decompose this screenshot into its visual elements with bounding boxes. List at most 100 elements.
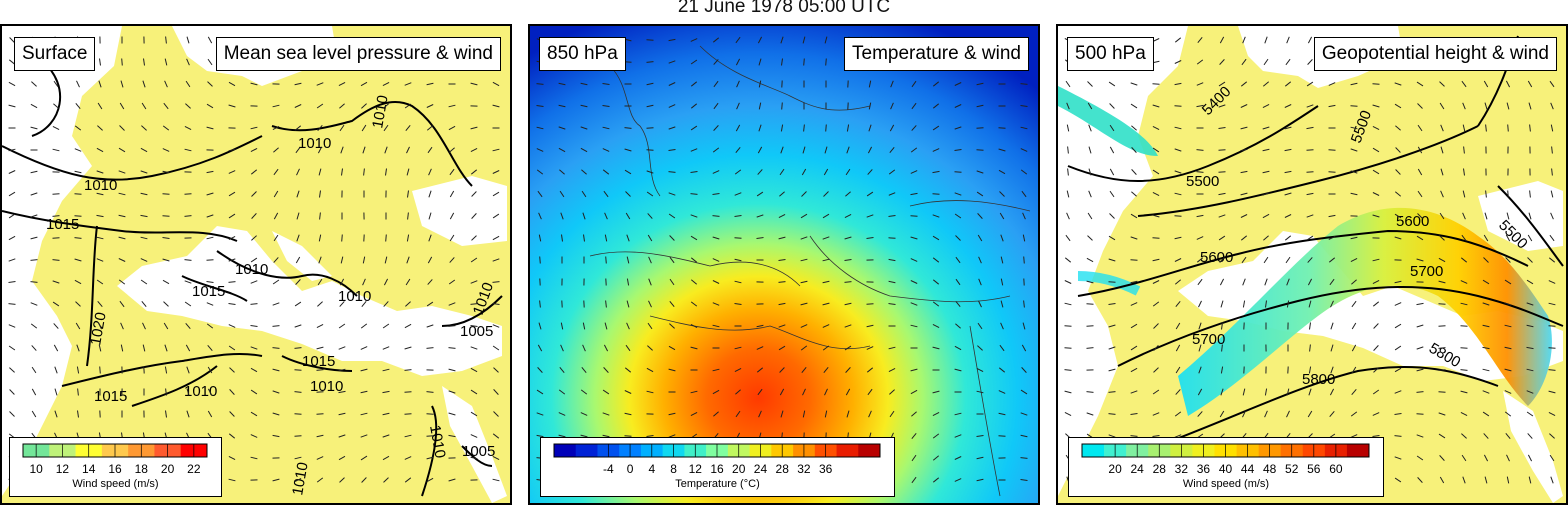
wind-arrow (910, 280, 918, 284)
wind-arrow (888, 303, 896, 305)
wind-arrow (96, 258, 104, 262)
wind-arrow (1438, 347, 1446, 349)
wind-arrow (1550, 190, 1554, 198)
wind-arrow (1020, 479, 1028, 481)
wind-arrow (757, 169, 763, 175)
wind-arrow (8, 104, 16, 108)
wind-arrow (781, 58, 783, 66)
wind-arrow (866, 367, 874, 373)
wind-arrow (1087, 81, 1093, 87)
wind-arrow (1000, 256, 1004, 264)
wind-arrow (1417, 168, 1423, 176)
wind-arrow (141, 102, 147, 110)
wind-arrow (1064, 257, 1072, 263)
wind-arrow (604, 322, 608, 330)
legend-tick-label: 44 (1241, 462, 1255, 476)
isobar-label: 1015 (46, 216, 79, 233)
wind-arrow (1108, 391, 1116, 393)
wind-arrow (756, 346, 764, 350)
wind-arrow (932, 170, 940, 174)
wind-arrow (1306, 214, 1314, 218)
wind-arrow (626, 234, 630, 242)
wind-arrow (1417, 146, 1423, 154)
wind-arrow (758, 410, 762, 418)
wind-arrow (866, 237, 874, 239)
wind-arrow (52, 125, 60, 131)
wind-arrow (713, 411, 719, 417)
wind-arrow (272, 302, 280, 306)
wind-arrow (317, 124, 323, 132)
wind-arrow (52, 301, 60, 307)
legend-tick-label: 52 (1285, 462, 1299, 476)
wind-arrow (558, 82, 566, 86)
wind-arrow (1286, 300, 1290, 308)
wind-arrow (492, 345, 500, 351)
wind-arrow (932, 323, 940, 329)
wind-arrow (54, 366, 58, 374)
legend-swatch (554, 444, 577, 457)
wind-arrow (77, 388, 79, 396)
wind-arrow (492, 81, 500, 87)
wind-arrow (53, 323, 59, 329)
wind-arrow (999, 344, 1005, 352)
wind-arrow (756, 324, 764, 328)
wind-arrow (1439, 455, 1445, 461)
wind-arrow (470, 303, 478, 305)
wind-arrow (54, 388, 58, 396)
wind-arrow (1372, 389, 1380, 395)
wind-arrow (427, 279, 433, 285)
wind-arrow (1438, 412, 1446, 416)
wind-arrow (30, 126, 38, 130)
wind-arrow (492, 235, 500, 241)
wind-arrow (647, 322, 653, 330)
wind-arrow (1196, 257, 1204, 263)
wind-arrow (1306, 171, 1314, 173)
wind-arrow (228, 81, 236, 87)
wind-arrow (163, 322, 169, 330)
wind-arrow (668, 213, 676, 219)
wind-arrow (250, 126, 258, 130)
wind-arrow (120, 80, 124, 88)
wind-arrow (1351, 388, 1357, 396)
wind-arrow (250, 303, 258, 305)
wind-arrow (955, 235, 961, 241)
wind-arrow (1548, 369, 1556, 371)
wind-arrow (1463, 146, 1465, 154)
wind-arrow (449, 234, 455, 242)
wind-arrow (1394, 191, 1402, 197)
wind-arrow (1131, 191, 1137, 197)
wind-arrow (1109, 190, 1115, 198)
wind-arrow (96, 192, 104, 196)
wind-arrow (251, 213, 257, 219)
wind-arrow (779, 168, 785, 176)
wind-arrow (889, 410, 895, 418)
wind-arrow (228, 148, 236, 152)
wind-arrow (1285, 256, 1291, 264)
wind-arrow (1461, 80, 1467, 88)
wind-arrow (998, 367, 1006, 373)
wind-arrow (888, 192, 896, 196)
temperature-map (530, 26, 1038, 503)
wind-arrow (690, 323, 698, 329)
wind-arrow (690, 235, 698, 241)
wind-arrow (844, 324, 852, 328)
wind-arrow (229, 389, 235, 395)
wind-arrow (1152, 38, 1160, 42)
wind-arrow (470, 367, 478, 373)
mediterranean (1178, 231, 1563, 381)
wind-arrow (228, 235, 236, 241)
wind-arrow (1528, 212, 1532, 220)
wind-arrow (426, 301, 434, 307)
wind-arrow (1241, 256, 1247, 264)
wind-arrow (825, 124, 827, 132)
wind-arrow (1240, 235, 1248, 241)
wind-arrow (1196, 214, 1204, 218)
wind-arrow (162, 148, 170, 152)
level-label: Surface (14, 37, 96, 71)
wind-arrow (250, 82, 258, 86)
wind-arrow (580, 147, 588, 153)
wind-arrows (8, 36, 500, 484)
wind-arrow (690, 171, 698, 173)
wind-arrow (316, 413, 324, 415)
wind-arrow (1065, 80, 1071, 88)
